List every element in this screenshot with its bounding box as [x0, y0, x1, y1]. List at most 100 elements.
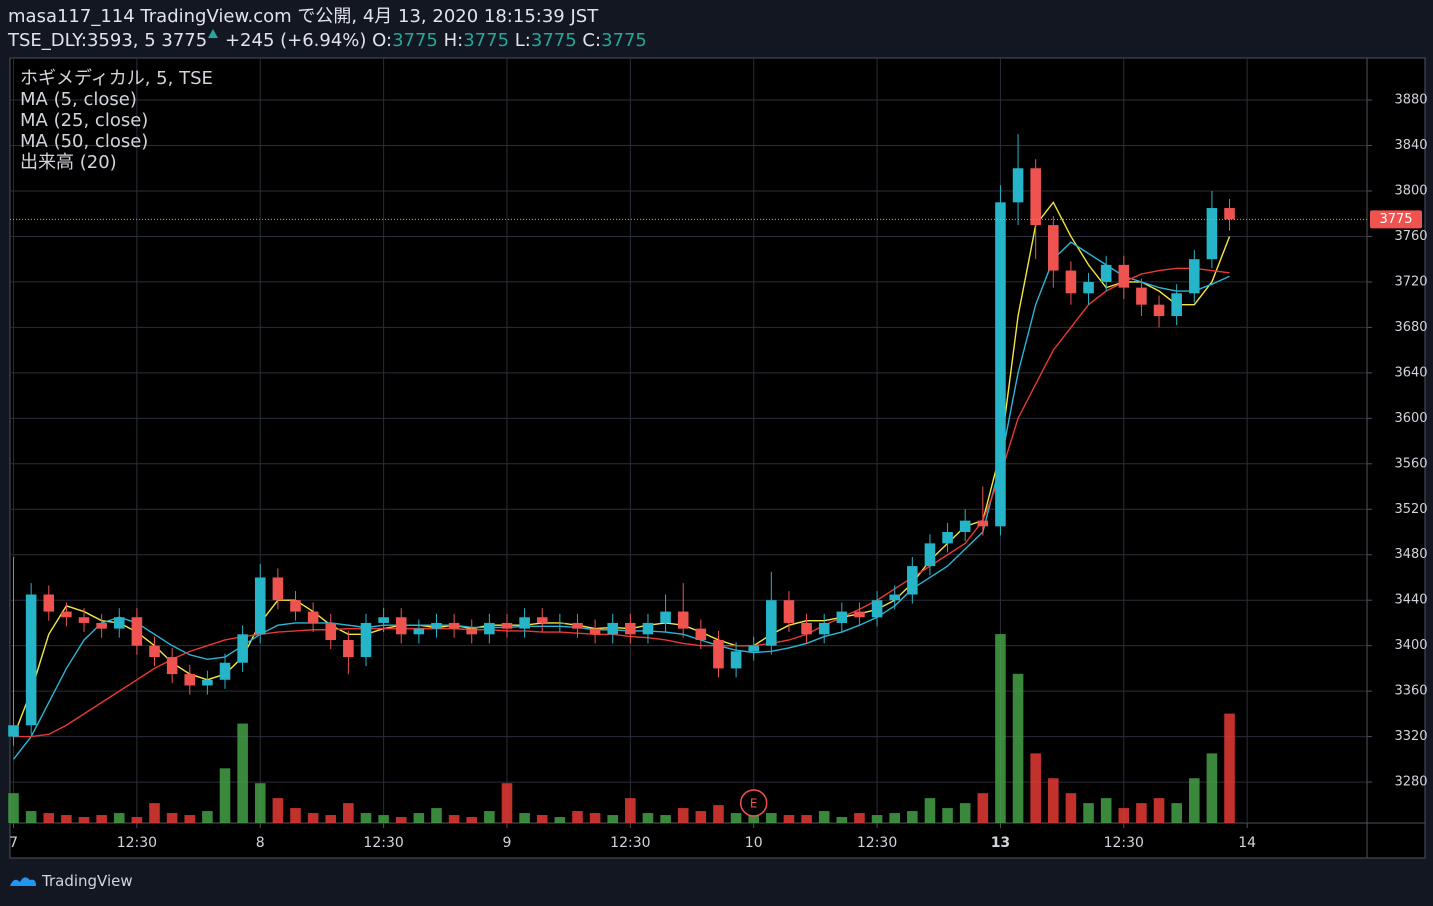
header-line: masa117_114 TradingView.com で公開, 4月 13, … [8, 6, 599, 27]
candle-body [1030, 168, 1041, 226]
volume-bar [871, 815, 883, 823]
volume-bar [607, 815, 619, 823]
event-label: E [750, 797, 758, 811]
candle-body [1171, 293, 1182, 317]
legend-entry: MA (5, close) [20, 89, 137, 110]
candle-body [572, 622, 583, 629]
candle-body [1136, 287, 1147, 305]
volume-bar [907, 811, 918, 823]
candle-body [113, 617, 125, 629]
volume-bar [96, 815, 107, 823]
volume-bar [448, 815, 460, 823]
candle-body [1153, 304, 1165, 317]
candle-body [695, 628, 707, 640]
change: +245 (+6.94%) [224, 30, 367, 51]
volume-bar [589, 813, 601, 823]
volume-bar [889, 813, 900, 823]
volume-bar [1224, 713, 1235, 823]
candle-body [854, 611, 865, 618]
candle-body [625, 622, 636, 635]
volume-bar [1065, 793, 1077, 823]
volume-bar [854, 813, 865, 823]
candle-body [889, 594, 900, 601]
volume-bar [519, 813, 530, 823]
volume-bar [1012, 673, 1024, 823]
candle-body [748, 645, 759, 652]
candle-body [554, 622, 566, 624]
y-tick-label: 3360 [1394, 684, 1427, 699]
ma-line [12, 201, 1231, 737]
candle-body [360, 622, 372, 658]
candle-body [871, 600, 883, 618]
open-label: O: [372, 30, 393, 51]
x-tick-label: 14 [1238, 835, 1256, 851]
ma-line [12, 241, 1230, 760]
y-tick-label: 3600 [1394, 411, 1427, 426]
event-marker [739, 789, 768, 817]
volume-bar [202, 811, 213, 823]
close-label: C: [582, 30, 602, 51]
legend-entry: MA (25, close) [20, 110, 148, 131]
candle-body [448, 622, 460, 629]
volume-bar [484, 811, 495, 823]
candle-body [237, 634, 248, 663]
volume-bar [1083, 803, 1094, 823]
volume-bar [818, 811, 830, 823]
y-tick-label: 3680 [1394, 320, 1427, 335]
chart: 3280 3320 3360 3400 3440 3480 3520 3560 3600 3640… [8, 57, 1428, 859]
candle-body [61, 611, 72, 618]
x-tick-label: 12:30 [610, 835, 650, 851]
volume-bar [677, 808, 689, 823]
candle-body [519, 617, 530, 629]
candle-body [713, 639, 724, 669]
x-tick-label: 12:30 [117, 835, 157, 851]
high-label: H: [443, 30, 464, 51]
volume-bar [254, 783, 266, 823]
y-tick-label: 3720 [1394, 274, 1427, 289]
candle-body [431, 622, 442, 629]
candle-body [818, 622, 830, 635]
candle-body [536, 617, 548, 623]
candle-body [131, 617, 143, 646]
candle-body [1224, 208, 1235, 220]
volume-bar [166, 813, 178, 823]
candle-body [1100, 264, 1112, 282]
footer: TradingView [8, 872, 133, 890]
volume-bar [554, 817, 566, 823]
volume-bar [730, 813, 742, 823]
volume-bar [131, 817, 143, 823]
symbol: TSE_DLY:3593, 5 [8, 30, 156, 51]
volume-bar [783, 815, 795, 823]
candle-body [942, 532, 953, 544]
volume-bar [431, 808, 442, 823]
open: 3775 [392, 30, 438, 51]
volume-bar [642, 813, 654, 823]
x-tick-label: 12:30 [1104, 835, 1144, 851]
header: masa117_114 TradingView.com で公開, 4月 13, … [8, 6, 647, 52]
legend-entry: ホギメディカル, 5, TSE [20, 68, 213, 89]
volume-bar [1100, 798, 1112, 823]
y-tick-label: 3640 [1394, 365, 1427, 380]
x-tick-label: 8 [256, 835, 265, 851]
chart-frame [9, 57, 1426, 859]
candle-body [677, 611, 689, 629]
x-tick-label: 7 [9, 835, 18, 851]
y-tick-label: 3800 [1394, 183, 1427, 198]
volume-bar [536, 815, 548, 823]
candle-body [766, 600, 777, 646]
volume-bar [78, 817, 90, 823]
candle-body [1206, 208, 1218, 260]
legend-entry: MA (50, close) [20, 131, 148, 152]
candle-body [1118, 264, 1130, 288]
candle-body [1012, 168, 1024, 203]
x-tick-label: 12:30 [363, 835, 403, 851]
logo [10, 877, 36, 886]
x-tick-label: 12:30 [857, 835, 897, 851]
last: 3775 [161, 30, 208, 51]
volume-bar [1206, 753, 1218, 823]
candle-body [730, 651, 742, 669]
volume-bar [1118, 808, 1130, 823]
candle-body [378, 617, 389, 623]
volume-bar [325, 815, 337, 823]
candle-body [272, 577, 284, 601]
